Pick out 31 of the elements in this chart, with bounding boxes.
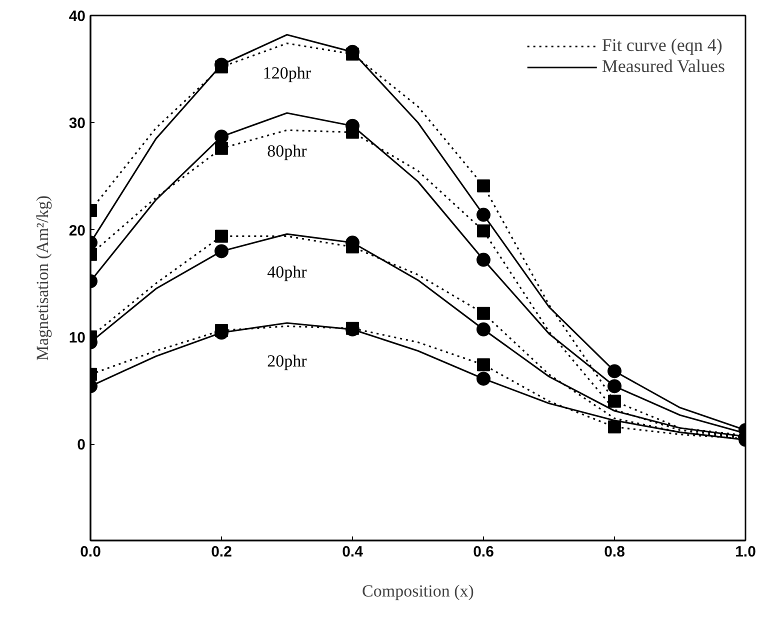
point bbox=[476, 322, 490, 336]
point bbox=[476, 252, 490, 267]
x-tick-label: 0.2 bbox=[211, 544, 232, 560]
x-tick-label: 0.6 bbox=[473, 544, 494, 560]
x-axis-title: Composition (x) bbox=[362, 582, 474, 600]
annotation: 120phr bbox=[262, 63, 312, 82]
point bbox=[477, 224, 490, 238]
point bbox=[608, 364, 622, 378]
point bbox=[608, 420, 621, 434]
x-tick-label: 0.4 bbox=[342, 544, 364, 560]
annotation: 20phr bbox=[267, 352, 308, 370]
point bbox=[477, 358, 490, 372]
y-tick-label: 0 bbox=[77, 436, 86, 454]
point bbox=[608, 394, 621, 408]
y-tick-label: 10 bbox=[68, 329, 86, 346]
y-tick-label: 40 bbox=[68, 8, 86, 25]
annotation: 80phr bbox=[267, 142, 308, 160]
x-tick-label: 1.0 bbox=[735, 544, 756, 560]
annotation: 40phr bbox=[267, 262, 308, 282]
y-tick-label: 30 bbox=[68, 115, 86, 132]
legend-label: Measured Values bbox=[602, 56, 725, 77]
point bbox=[477, 179, 490, 192]
x-tick-label: 0.8 bbox=[604, 544, 625, 560]
x-tick-label: 0.0 bbox=[80, 544, 101, 560]
y-tick-label: 20 bbox=[68, 222, 86, 240]
point bbox=[608, 379, 622, 394]
legend-label: Fit curve (eqn 4) bbox=[602, 35, 722, 56]
point bbox=[476, 372, 490, 386]
point bbox=[476, 208, 490, 222]
y-axis-title: Magnetisation (Am²/kg) bbox=[32, 195, 52, 361]
point bbox=[477, 306, 490, 320]
